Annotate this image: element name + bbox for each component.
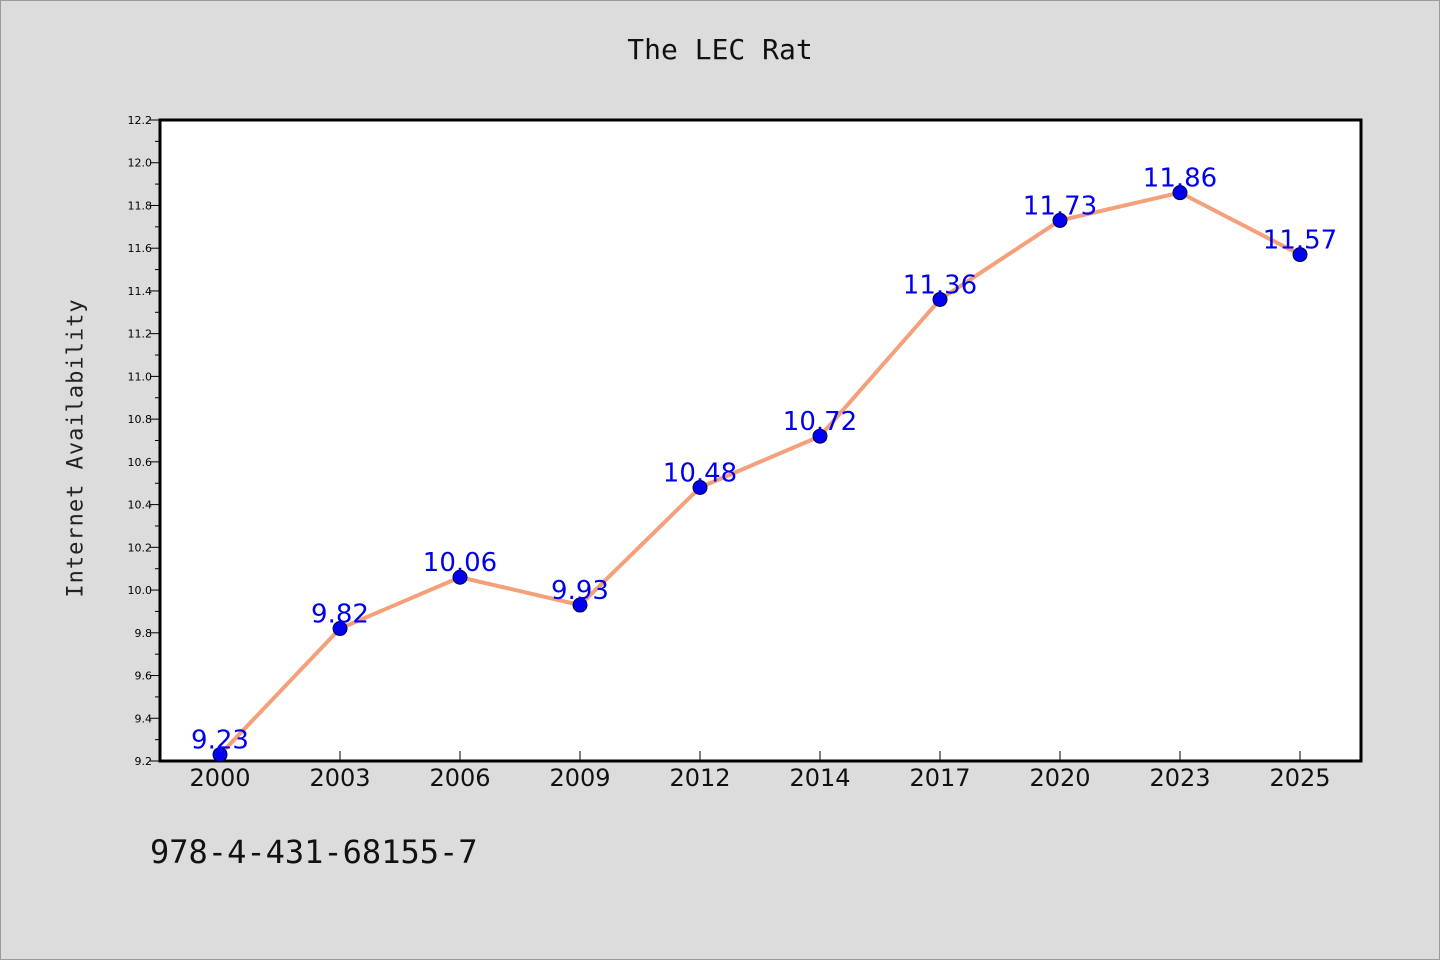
y-tick-label: 10.2 — [128, 541, 153, 554]
x-tick-label: 2003 — [309, 764, 370, 792]
data-point-marker — [1052, 212, 1068, 228]
data-label: 11.86 — [1143, 164, 1217, 194]
x-tick-label: 2023 — [1149, 764, 1210, 792]
y-tick-label: 11.2 — [128, 328, 153, 341]
data-labels: 9.23 9.82 10.06 9.93 10.48 10.72 11.36 11.73 11.… — [191, 164, 1337, 756]
data-point-marker — [572, 597, 588, 613]
y-tick-label: 9.8 — [135, 627, 153, 640]
y-tick-label: 11.6 — [128, 242, 153, 255]
data-label: 11.73 — [1023, 191, 1097, 221]
data-point-marker — [932, 291, 948, 307]
data-label: 11.36 — [903, 270, 977, 300]
y-tick-label: 9.4 — [135, 712, 153, 725]
series-line — [218, 190, 1302, 757]
y-tick-label: 11.8 — [128, 199, 153, 212]
y-tick-label: 10.4 — [128, 499, 153, 512]
y-tick-label: 12.2 — [128, 114, 153, 127]
x-tick-label: 2000 — [189, 764, 250, 792]
chart-title: The LEC Rat — [627, 33, 813, 66]
data-point-marker — [1292, 247, 1308, 263]
data-point-marker — [332, 621, 348, 637]
x-tick-label: 2020 — [1029, 764, 1090, 792]
y-tick-label: 10.6 — [128, 456, 153, 469]
y-tick-label: 12.0 — [128, 157, 153, 170]
data-label: 10.72 — [783, 407, 857, 437]
y-tick-label: 10.8 — [128, 413, 153, 426]
y-tick-label: 10.0 — [128, 584, 153, 597]
data-point-marker — [812, 428, 828, 444]
plot-area — [158, 118, 1363, 763]
data-point-marker — [452, 569, 468, 585]
y-tick-label: 9.6 — [135, 670, 153, 683]
data-point-marker — [692, 480, 708, 496]
data-label: 9.23 — [191, 726, 249, 756]
data-label: 9.82 — [311, 600, 369, 630]
y-tick-label: 9.2 — [135, 755, 153, 768]
y-tick-label: 11.0 — [128, 370, 153, 383]
x-tick-label: 2014 — [789, 764, 850, 792]
x-axis: 2000 2003 2006 2009 2012 2014 2017 2020 2023 2025 — [189, 751, 1331, 792]
y-tick-label: 11.4 — [128, 285, 153, 298]
x-tick-label: 2012 — [669, 764, 730, 792]
data-label: 9.93 — [551, 576, 609, 606]
data-point-marker — [212, 747, 228, 763]
data-label: 10.06 — [423, 548, 497, 578]
x-tick-label: 2009 — [549, 764, 610, 792]
x-tick-label: 2025 — [1269, 764, 1330, 792]
footer-code: 978-4-431-68155-7 — [150, 833, 478, 871]
data-label: 10.48 — [663, 459, 737, 489]
x-tick-label: 2017 — [909, 764, 970, 792]
x-tick-label: 2006 — [429, 764, 490, 792]
y-axis: 9.2 9.4 9.6 9.8 10.0 10.2 10.4 10.6 10.8 11.0 11.2… — [128, 114, 160, 768]
data-point-marker — [1172, 185, 1188, 201]
series-group — [212, 185, 1308, 763]
data-label: 11.57 — [1263, 226, 1337, 256]
